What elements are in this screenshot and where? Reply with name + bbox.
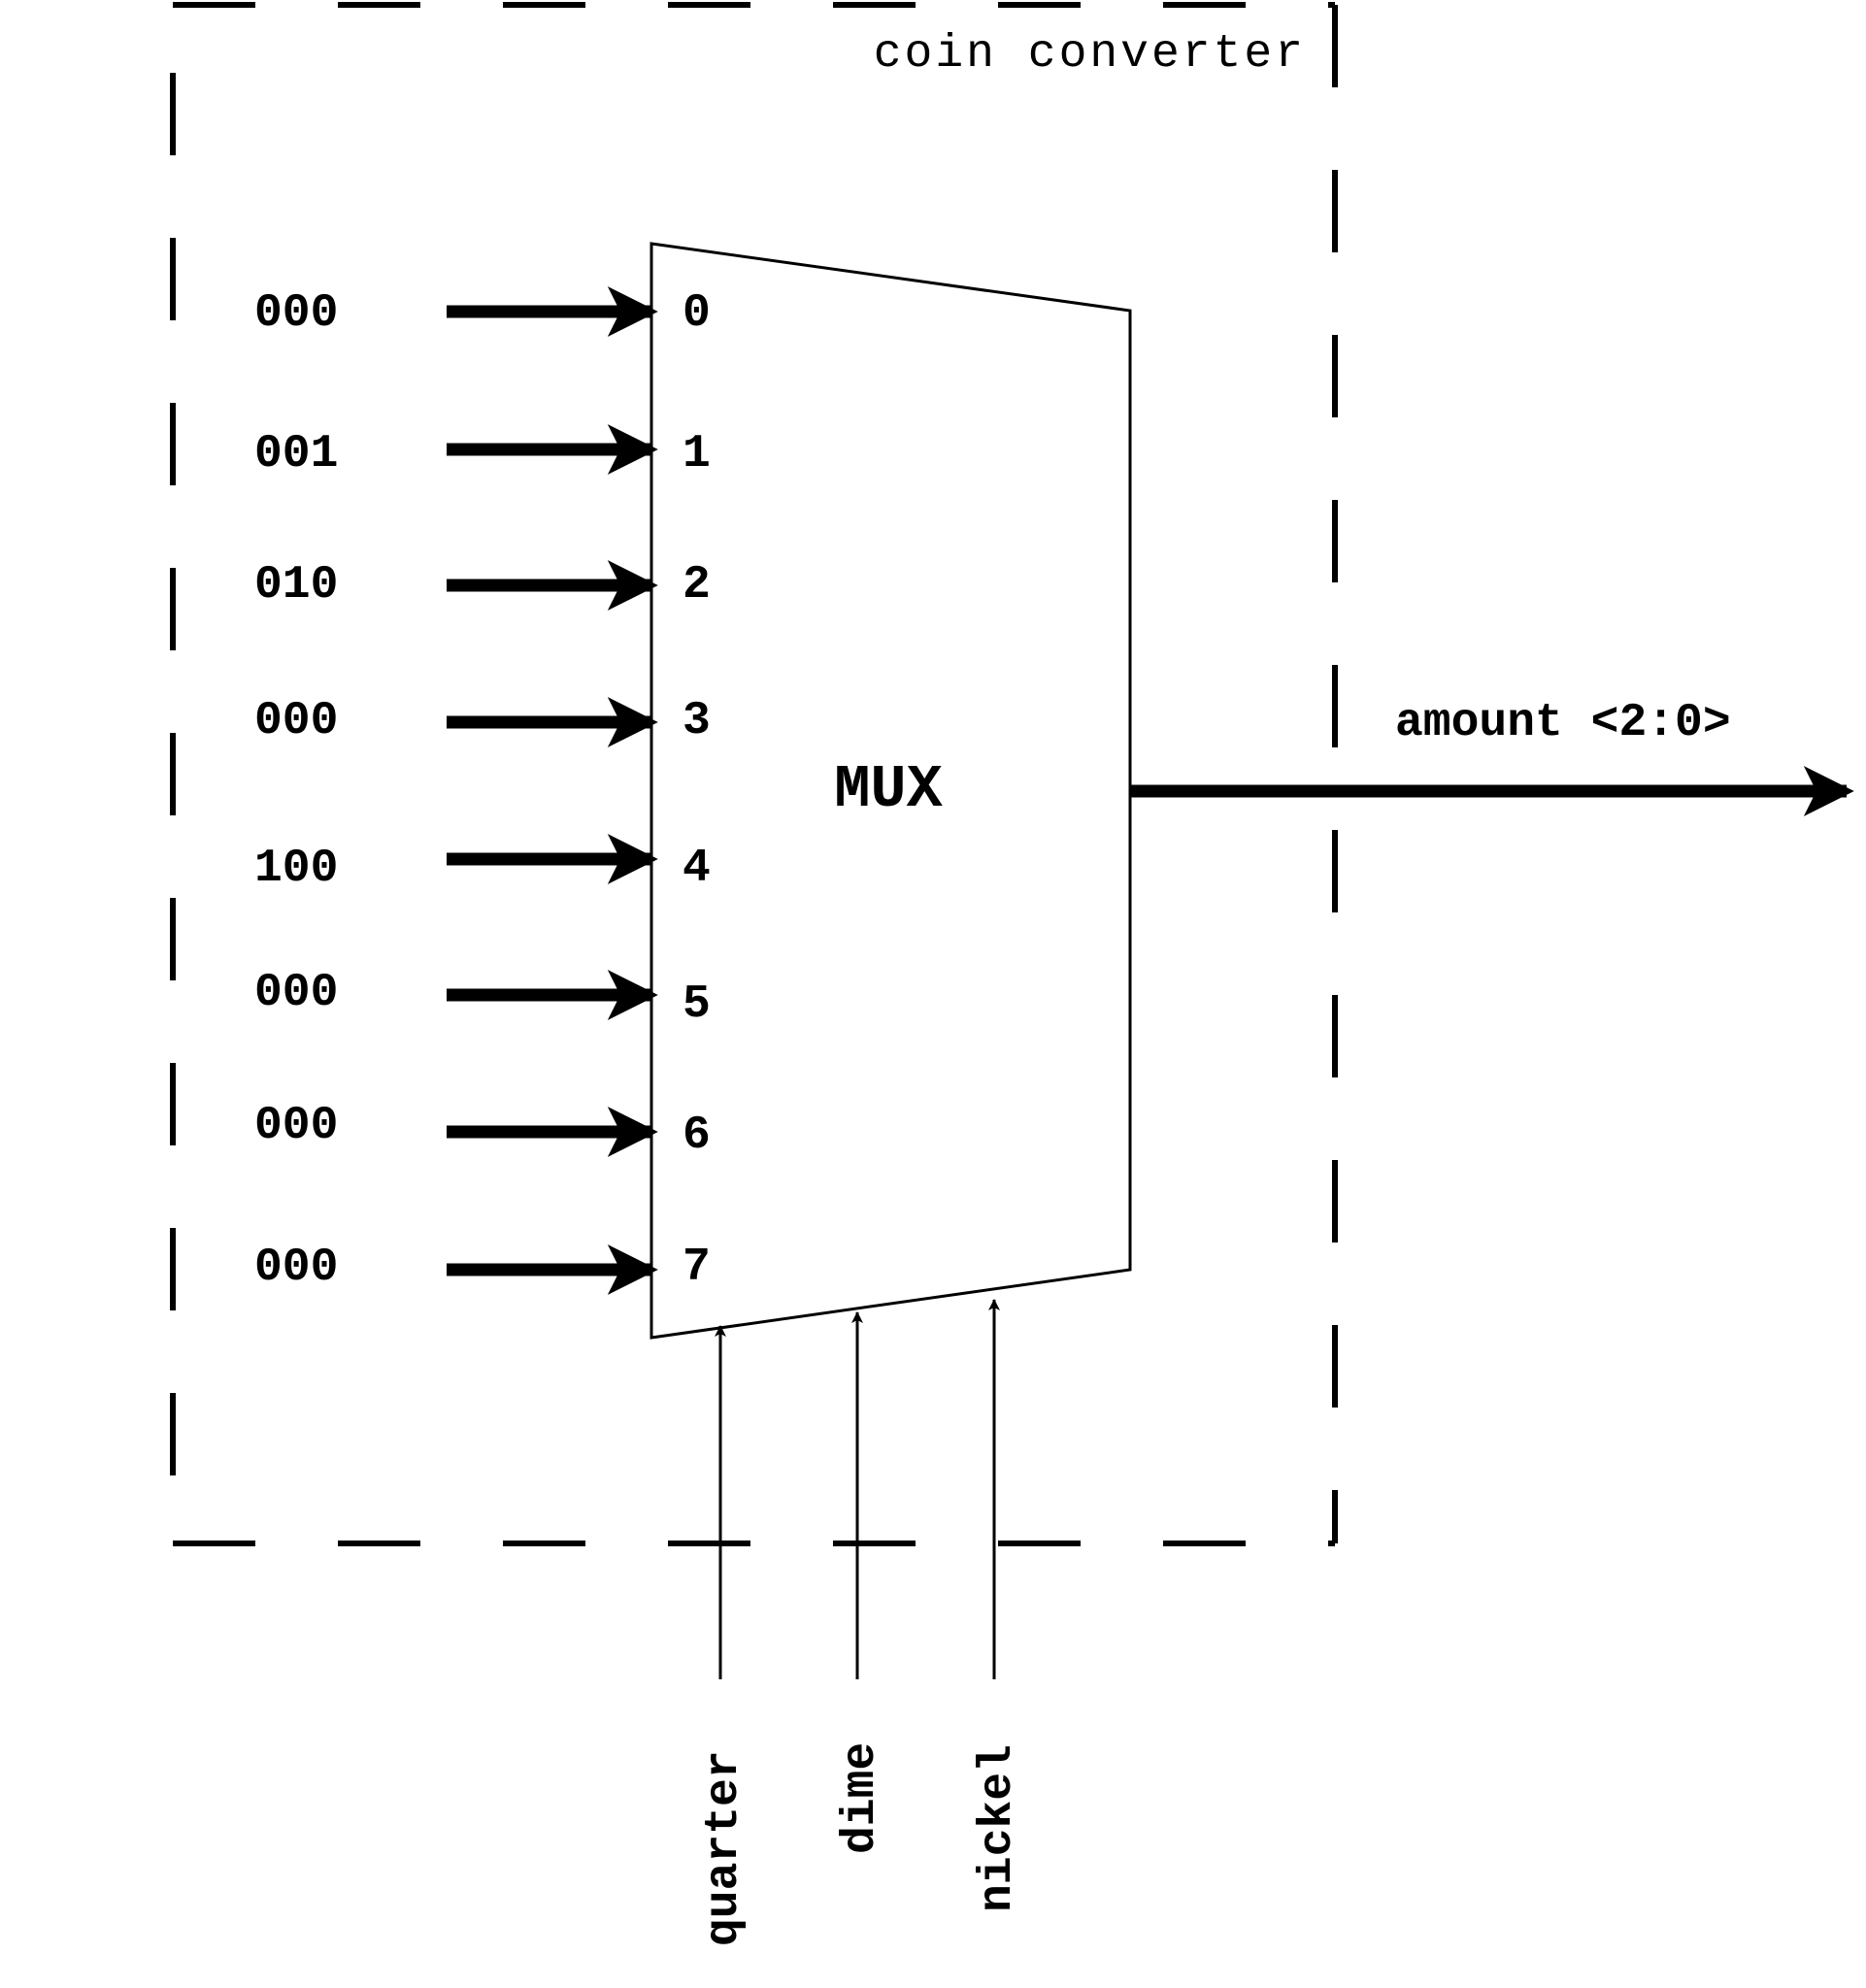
input-value: 001 [254, 428, 338, 480]
input-1: 001 1 [254, 428, 711, 480]
select-dime: dime [835, 1312, 887, 1854]
mux-port: 2 [683, 559, 711, 612]
input-2: 010 2 [254, 559, 711, 612]
select-label: quarter [698, 1750, 750, 1946]
input-4: 100 4 [254, 843, 711, 895]
input-value: 000 [254, 967, 338, 1019]
mux-port: 5 [683, 978, 711, 1031]
select-label: nickel [972, 1744, 1024, 1912]
input-3: 000 3 [254, 695, 711, 747]
input-value: 100 [254, 843, 338, 895]
mux-port: 1 [683, 428, 711, 480]
input-value: 000 [254, 287, 338, 340]
select-quarter: quarter [698, 1326, 750, 1946]
output-label: amount <2:0> [1395, 697, 1731, 749]
mux-port: 4 [683, 843, 711, 895]
select-label: dime [835, 1742, 887, 1854]
mux-port: 6 [683, 1110, 711, 1162]
input-value: 000 [254, 1242, 338, 1294]
input-5: 000 5 [254, 967, 711, 1031]
module-title: coin converter [874, 28, 1306, 81]
input-value: 000 [254, 1100, 338, 1152]
output: amount <2:0> [1130, 697, 1847, 791]
mux-label: MUX [834, 755, 943, 824]
input-7: 000 7 [254, 1242, 711, 1294]
select-nickel: nickel [972, 1300, 1024, 1912]
mux-port: 3 [683, 695, 711, 747]
input-0: 000 0 [254, 287, 711, 340]
input-6: 000 6 [254, 1100, 711, 1162]
mux-port: 7 [683, 1242, 711, 1294]
mux-port: 0 [683, 287, 711, 340]
input-value: 000 [254, 695, 338, 747]
input-value: 010 [254, 559, 338, 612]
